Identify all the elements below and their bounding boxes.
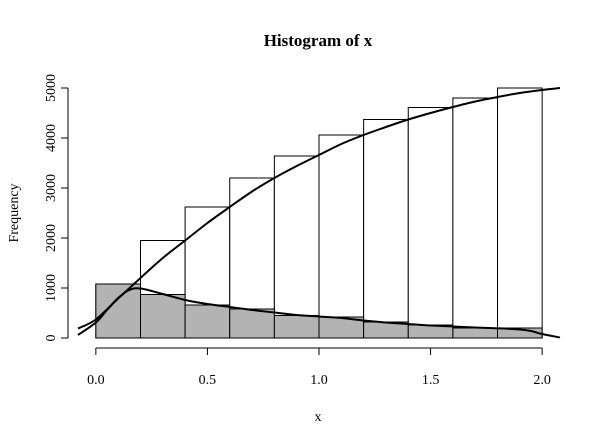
x-tick-label: 1.5 xyxy=(422,373,440,388)
histogram-bar xyxy=(452,327,499,339)
histogram-bar xyxy=(139,294,186,339)
curves-layer xyxy=(77,87,561,339)
y-tick-label: 4000 xyxy=(44,124,59,152)
cumulative-bar xyxy=(318,134,365,339)
histogram-bar xyxy=(229,308,275,339)
cumulative-bar xyxy=(407,107,454,339)
x-axis-label: x xyxy=(315,410,322,425)
x-tick-label: 0.5 xyxy=(199,373,217,388)
histogram-bar xyxy=(184,304,231,339)
y-tick-label: 1000 xyxy=(44,274,59,302)
y-axis: 0 1000 2000 3000 4000 5000 xyxy=(44,74,69,342)
y-tick-label: 5000 xyxy=(44,74,59,102)
chart-title: Histogram of x xyxy=(264,31,373,50)
bars-layer xyxy=(95,87,543,339)
y-tick-label: 2000 xyxy=(44,224,59,252)
density-curve xyxy=(77,287,561,339)
histogram-bar xyxy=(273,315,320,339)
x-tick-label: 0.0 xyxy=(87,373,105,388)
cumulative-bar xyxy=(452,97,499,339)
y-tick-label: 3000 xyxy=(44,174,59,202)
y-axis-label: Frequency xyxy=(7,183,22,242)
x-tick-label: 1.0 xyxy=(310,373,328,388)
cumulative-bar xyxy=(363,119,409,339)
cumulative-bar xyxy=(497,87,543,339)
histogram-bar xyxy=(95,283,141,339)
cumulative-bar xyxy=(273,155,320,339)
x-tick-label: 2.0 xyxy=(533,373,551,388)
x-axis: 0.0 0.5 1.0 1.5 2.0 xyxy=(87,347,551,388)
cdf-curve xyxy=(77,87,561,330)
y-tick-label: 0 xyxy=(44,335,59,342)
